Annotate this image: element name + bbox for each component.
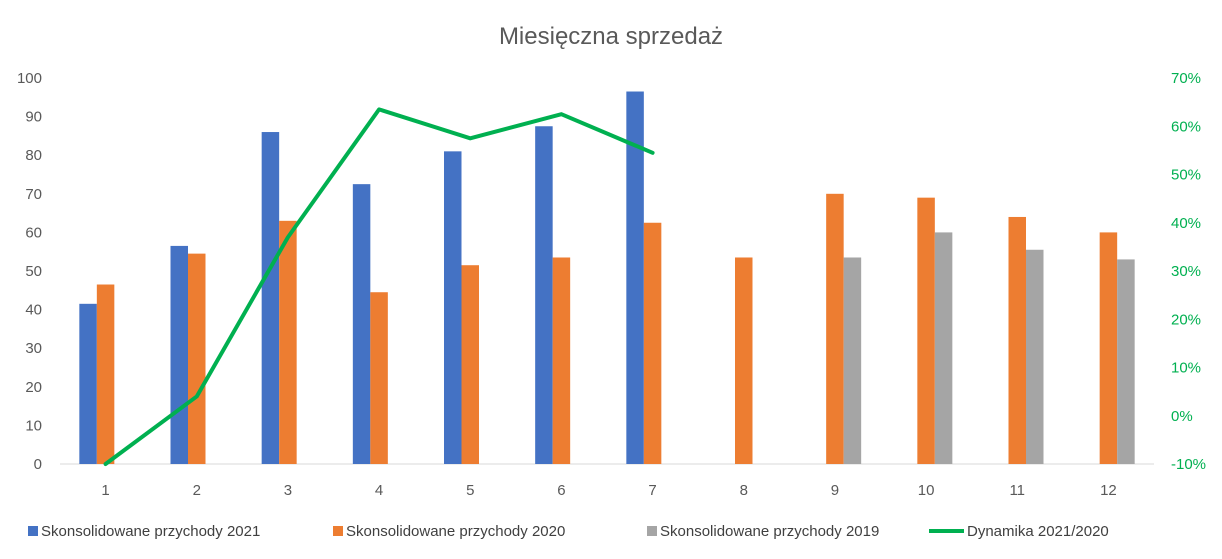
right-tick-label: 50% [1171,167,1201,184]
legend-swatch [28,526,38,536]
bar-2019-month-10 [934,232,953,464]
bar-2021-month-6 [535,126,553,464]
left-tick-label: 40 [25,302,42,319]
legend-label: Skonsolidowane przychody 2020 [346,523,565,540]
x-tick-label: 1 [101,482,109,499]
dynamika-line [103,107,655,466]
bar-2019-month-12 [1117,259,1135,464]
x-tick-label: 8 [740,482,748,499]
bar-2021-month-7 [626,91,644,464]
bar-2021-month-2 [170,245,188,464]
right-tick-label: 60% [1171,118,1201,135]
left-axis-ticks: 0 10 20 30 40 50 60 70 80 90 100 [17,70,42,473]
left-tick-label: 30 [25,340,42,357]
bar-2020-month-6 [552,257,571,464]
left-tick-label: 10 [25,417,42,434]
bar-2019-month-11 [1026,249,1044,464]
bar-2021-month-4 [352,184,371,464]
x-tick-label: 3 [284,482,292,499]
chart-title: Miesięczna sprzedaż [499,23,723,50]
right-tick-label: 20% [1171,311,1201,328]
x-tick-label: 11 [1009,482,1025,499]
bar-2020-month-5 [461,265,479,464]
x-tick-label: 5 [466,482,474,499]
bar-2020-month-11 [1008,216,1026,464]
bar-2020-month-12 [1099,232,1118,464]
legend-label: Skonsolidowane przychody 2019 [660,523,879,540]
x-tick-label: 2 [193,482,201,499]
right-tick-label: 10% [1171,360,1201,377]
bar-2021-month-1 [79,303,97,464]
x-axis-ticks: 1 2 3 4 5 6 7 8 9 10 11 12 [101,482,1116,499]
left-tick-label: 90 [25,109,42,126]
right-tick-label: 0% [1171,408,1193,425]
bars [79,91,1135,465]
lines [103,107,655,466]
left-tick-label: 60 [25,224,42,241]
bar-2020-month-8 [735,257,753,464]
x-tick-label: 12 [1100,482,1117,499]
legend-label: Skonsolidowane przychody 2021 [41,523,260,540]
legend-swatch [647,526,657,536]
x-tick-label: 10 [918,482,935,499]
legend-swatch [333,526,343,536]
x-tick-label: 6 [557,482,565,499]
x-tick-label: 9 [831,482,839,499]
right-tick-label: 40% [1171,215,1201,232]
left-tick-label: 70 [25,186,42,203]
left-tick-label: 50 [25,263,42,280]
bar-2020-month-9 [826,193,844,465]
left-tick-label: 80 [25,147,42,164]
x-tick-label: 4 [375,482,383,499]
legend-label: Dynamika 2021/2020 [967,523,1109,540]
bar-2019-month-9 [843,257,862,464]
right-axis-ticks: -10% 0% 10% 20% 30% 40% 50% 60% 70% [1171,70,1206,473]
bar-2021-month-5 [444,151,462,464]
left-tick-label: 20 [25,379,42,396]
bar-2020-month-7 [643,222,662,464]
right-tick-label: 70% [1171,70,1201,87]
bar-2020-month-1 [96,284,115,464]
x-tick-label: 7 [648,482,656,499]
right-tick-label: -10% [1171,456,1206,473]
bar-2020-month-3 [279,220,297,464]
left-tick-label: 100 [17,70,42,87]
bar-2020-month-10 [917,197,935,464]
bar-2021-month-3 [261,132,280,465]
right-tick-label: 30% [1171,263,1201,280]
bar-2020-month-2 [188,253,206,464]
legend: Skonsolidowane przychody 2021 Skonsolidow… [28,523,1109,540]
bar-2020-month-4 [370,292,388,464]
left-tick-label: 0 [34,456,42,473]
